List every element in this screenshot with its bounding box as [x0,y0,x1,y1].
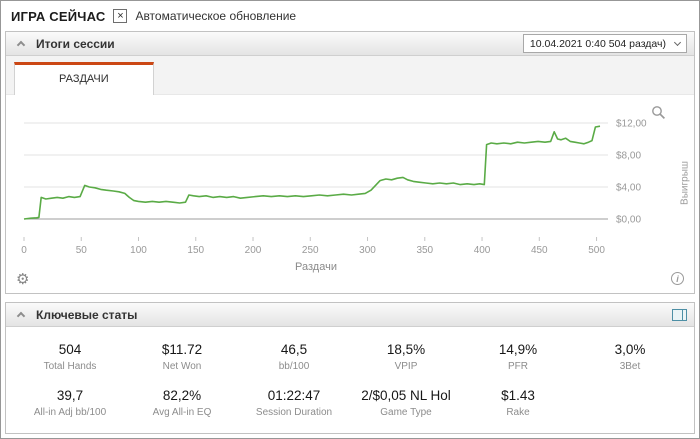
session-panel-title: Итоги сессии [36,36,115,51]
stat-value: $1.43 [501,387,535,403]
svg-text:$8,00: $8,00 [616,151,641,162]
session-panel: Итоги сессии 10.04.2021 0:40 504 раздач)… [5,31,695,294]
page-title: ИГРА СЕЙЧАС [11,8,106,24]
info-icon[interactable]: i [671,272,684,285]
svg-text:250: 250 [302,245,319,256]
stats-grid: 504 Total Hands $11.72 Net Won 46,5 bb/1… [6,327,694,433]
stat-net-won: $11.72 Net Won [126,342,238,372]
stat-value: 82,2% [162,387,202,403]
svg-text:$12,00: $12,00 [616,119,647,130]
stat-value: 2/$0,05 NL Hol [361,387,451,403]
stat-cell-empty [574,388,686,418]
y-axis-title: Выигрыш [679,160,690,205]
collapse-button[interactable] [13,307,29,323]
stat-total-hands: 504 Total Hands [14,342,126,372]
autoupdate-label: Автоматическое обновление [135,9,297,23]
stat-value: 14,9% [498,342,538,358]
stat-label: Session Duration [255,406,333,418]
stats-panel-title: Ключевые статы [36,307,138,322]
svg-text:150: 150 [187,245,204,256]
gear-icon[interactable]: ⚙ [16,271,30,288]
stat-value: $11.72 [161,342,203,358]
chevron-up-icon [16,40,26,50]
stat-vpip: 18,5% VPIP [350,342,462,372]
stat-rake: $1.43 Rake [462,388,574,418]
chevron-down-icon [673,38,682,47]
chart-canvas: $0,00 $4,00 $8,00 $12,00 0 50 100 150 200 250 300 3… [21,119,647,274]
stat-value: 39,7 [56,387,84,403]
chevron-up-icon [16,311,26,321]
stat-label: bb/100 [278,361,310,373]
svg-text:200: 200 [245,245,262,256]
session-select-value: 10.04.2021 0:40 504 раздач) [529,37,666,50]
stat-label: 3Bet [619,361,641,373]
stat-value: 18,5% [386,342,426,358]
svg-text:450: 450 [531,245,548,256]
svg-text:$4,00: $4,00 [616,183,641,194]
stat-value: 504 [58,342,82,358]
stat-value: 46,5 [280,342,308,358]
stat-game-type: 2/$0,05 NL Hol Game Type [350,388,462,418]
svg-text:Раздачи: Раздачи [295,261,337,273]
columns-icon[interactable] [672,308,687,321]
tabstrip: РАЗДАЧИ [6,56,694,95]
svg-text:0: 0 [21,245,27,256]
zoom-icon[interactable] [651,105,666,125]
session-select[interactable]: 10.04.2021 0:40 504 раздач) [522,34,687,53]
stat-label: Game Type [380,406,432,418]
stat-pfr: 14,9% PFR [462,342,574,372]
stat-avg-allin-eq: 82,2% Avg All-in EQ [126,388,238,418]
stat-label: PFR [508,361,528,373]
stat-label: Net Won [162,361,202,373]
svg-text:300: 300 [359,245,376,256]
stat-3bet: 3,0% 3Bet [574,342,686,372]
tab-hands[interactable]: РАЗДАЧИ [14,62,154,95]
stat-value: 3,0% [614,342,646,358]
winnings-chart: $0,00 $4,00 $8,00 $12,00 0 50 100 150 200 250 300 3… [6,95,694,293]
stats-panel-header: Ключевые статы [6,303,694,327]
svg-text:$0,00: $0,00 [616,215,641,226]
stat-value: 01:22:47 [267,387,321,403]
topbar: ИГРА СЕЙЧАС × Автоматическое обновление [1,1,699,31]
stat-allin-adj: 39,7 All-in Adj bb/100 [14,388,126,418]
stat-session-duration: 01:22:47 Session Duration [238,388,350,418]
svg-text:50: 50 [76,245,88,256]
autoupdate-checkbox[interactable]: × [113,9,128,23]
svg-text:500: 500 [588,245,605,256]
stat-label: Total Hands [43,361,97,373]
session-panel-header: Итоги сессии 10.04.2021 0:40 504 раздач) [6,32,694,56]
stat-label: VPIP [394,361,418,373]
stat-label: Avg All-in EQ [152,406,212,418]
stat-bb100: 46,5 bb/100 [238,342,350,372]
svg-text:400: 400 [474,245,491,256]
svg-text:350: 350 [416,245,433,256]
stat-label: All-in Adj bb/100 [33,406,107,418]
svg-text:100: 100 [130,245,147,256]
collapse-button[interactable] [13,36,29,52]
stats-panel: Ключевые статы 504 Total Hands $11.72 Ne… [5,302,695,434]
stat-label: Rake [506,406,530,418]
